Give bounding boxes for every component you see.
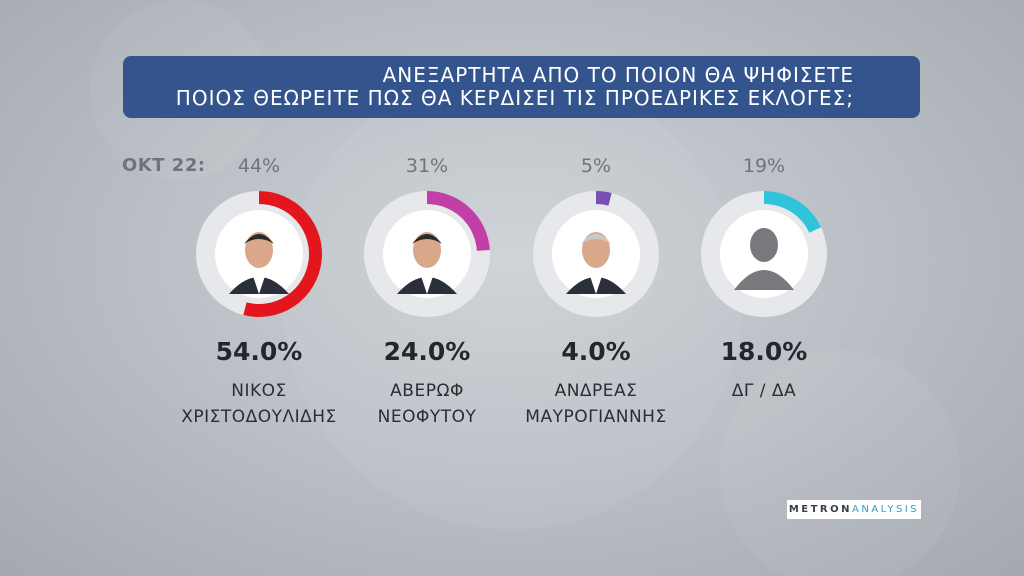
donut-slice <box>595 191 612 206</box>
photo-shirt <box>253 276 265 294</box>
photo-shirt <box>590 276 602 294</box>
donut-slice <box>426 191 490 252</box>
donut <box>196 191 322 317</box>
chart-title: ΑΝΕΞΑΡΤΗΤΑ ΑΠΟ ΤΟ ΠΟΙΟΝ ΘΑ ΨΗΦΙΣΕΤΕ ΠΟΙΟ… <box>123 56 920 118</box>
value-label: 54.0% <box>215 337 303 366</box>
silhouette-icon <box>734 228 794 290</box>
candidate-name-line: ΧΡΙΣΤΟΔΟΥΛΙΔΗΣ <box>181 407 337 427</box>
title-line-2: ΠΟΙΟΣ ΘΕΩΡΕΙΤΕ ΠΩΣ ΘΑ ΚΕΡΔΙΣΕΙ ΤΙΣ ΠΡΟΕΔ… <box>175 86 854 110</box>
candidate-name: ΑΒΕΡΩΦ ΝΕΟΦΥΤΟΥ <box>337 378 517 430</box>
donut <box>364 191 490 317</box>
previous-value-label: 5% <box>580 155 612 177</box>
value-label: 4.0% <box>561 337 631 366</box>
candidate-name-line: ΝΙΚΟΣ <box>231 381 287 401</box>
candidate-name-line: ΜΑΥΡΟΓΙΑΝΝΗΣ <box>525 407 667 427</box>
candidate-name-line: ΑΝΔΡΕΑΣ <box>554 381 638 401</box>
donut <box>701 191 827 317</box>
photo-face <box>245 232 273 268</box>
logo-text-part2: ANALYSIS <box>852 504 920 515</box>
candidate-name: ΝΙΚΟΣ ΧΡΙΣΤΟΔΟΥΛΙΔΗΣ <box>169 378 349 430</box>
photo-face <box>582 232 610 268</box>
donut <box>533 191 659 317</box>
candidate-name-line: ΑΒΕΡΩΦ <box>390 381 464 401</box>
value-label: 24.0% <box>383 337 471 366</box>
logo-text-part1: METRON <box>788 504 852 515</box>
photo-face <box>413 232 441 268</box>
photo-hair <box>244 234 274 244</box>
candidate-photo <box>397 232 457 294</box>
candidate-photo <box>566 232 626 294</box>
photo-hair <box>581 234 611 244</box>
candidate-photo <box>229 232 289 294</box>
previous-period-label: ΟΚΤ 22: <box>122 155 206 176</box>
silhouette-head <box>750 228 778 262</box>
metron-analysis-logo: METRONANALYSIS <box>787 500 921 519</box>
silhouette-body <box>734 270 794 290</box>
photo-hair <box>412 234 442 244</box>
candidate-name: ΑΝΔΡΕΑΣ ΜΑΥΡΟΓΙΑΝΝΗΣ <box>506 378 686 430</box>
candidate-name-line: ΝΕΟΦΥΤΟΥ <box>377 407 477 427</box>
donut-slice <box>763 191 822 233</box>
candidate-name: ΔΓ / ΔΑ <box>674 378 854 404</box>
previous-value-label: 19% <box>742 155 786 177</box>
value-label: 18.0% <box>720 337 808 366</box>
donut-slice <box>243 191 322 317</box>
previous-value-label: 44% <box>237 155 281 177</box>
photo-shirt <box>421 276 433 294</box>
candidate-name-line: ΔΓ / ΔΑ <box>731 381 797 401</box>
previous-value-label: 31% <box>405 155 449 177</box>
title-line-1: ΑΝΕΞΑΡΤΗΤΑ ΑΠΟ ΤΟ ΠΟΙΟΝ ΘΑ ΨΗΦΙΣΕΤΕ <box>382 63 854 87</box>
